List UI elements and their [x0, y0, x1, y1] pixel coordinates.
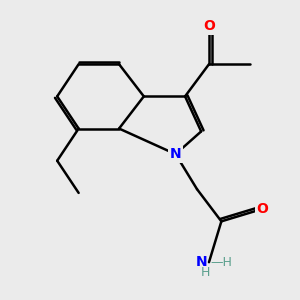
Text: H: H: [201, 266, 210, 279]
Text: N: N: [170, 147, 182, 161]
Text: O: O: [203, 19, 215, 33]
Text: N: N: [196, 255, 207, 269]
Text: O: O: [256, 202, 268, 216]
Text: —H: —H: [211, 256, 233, 269]
